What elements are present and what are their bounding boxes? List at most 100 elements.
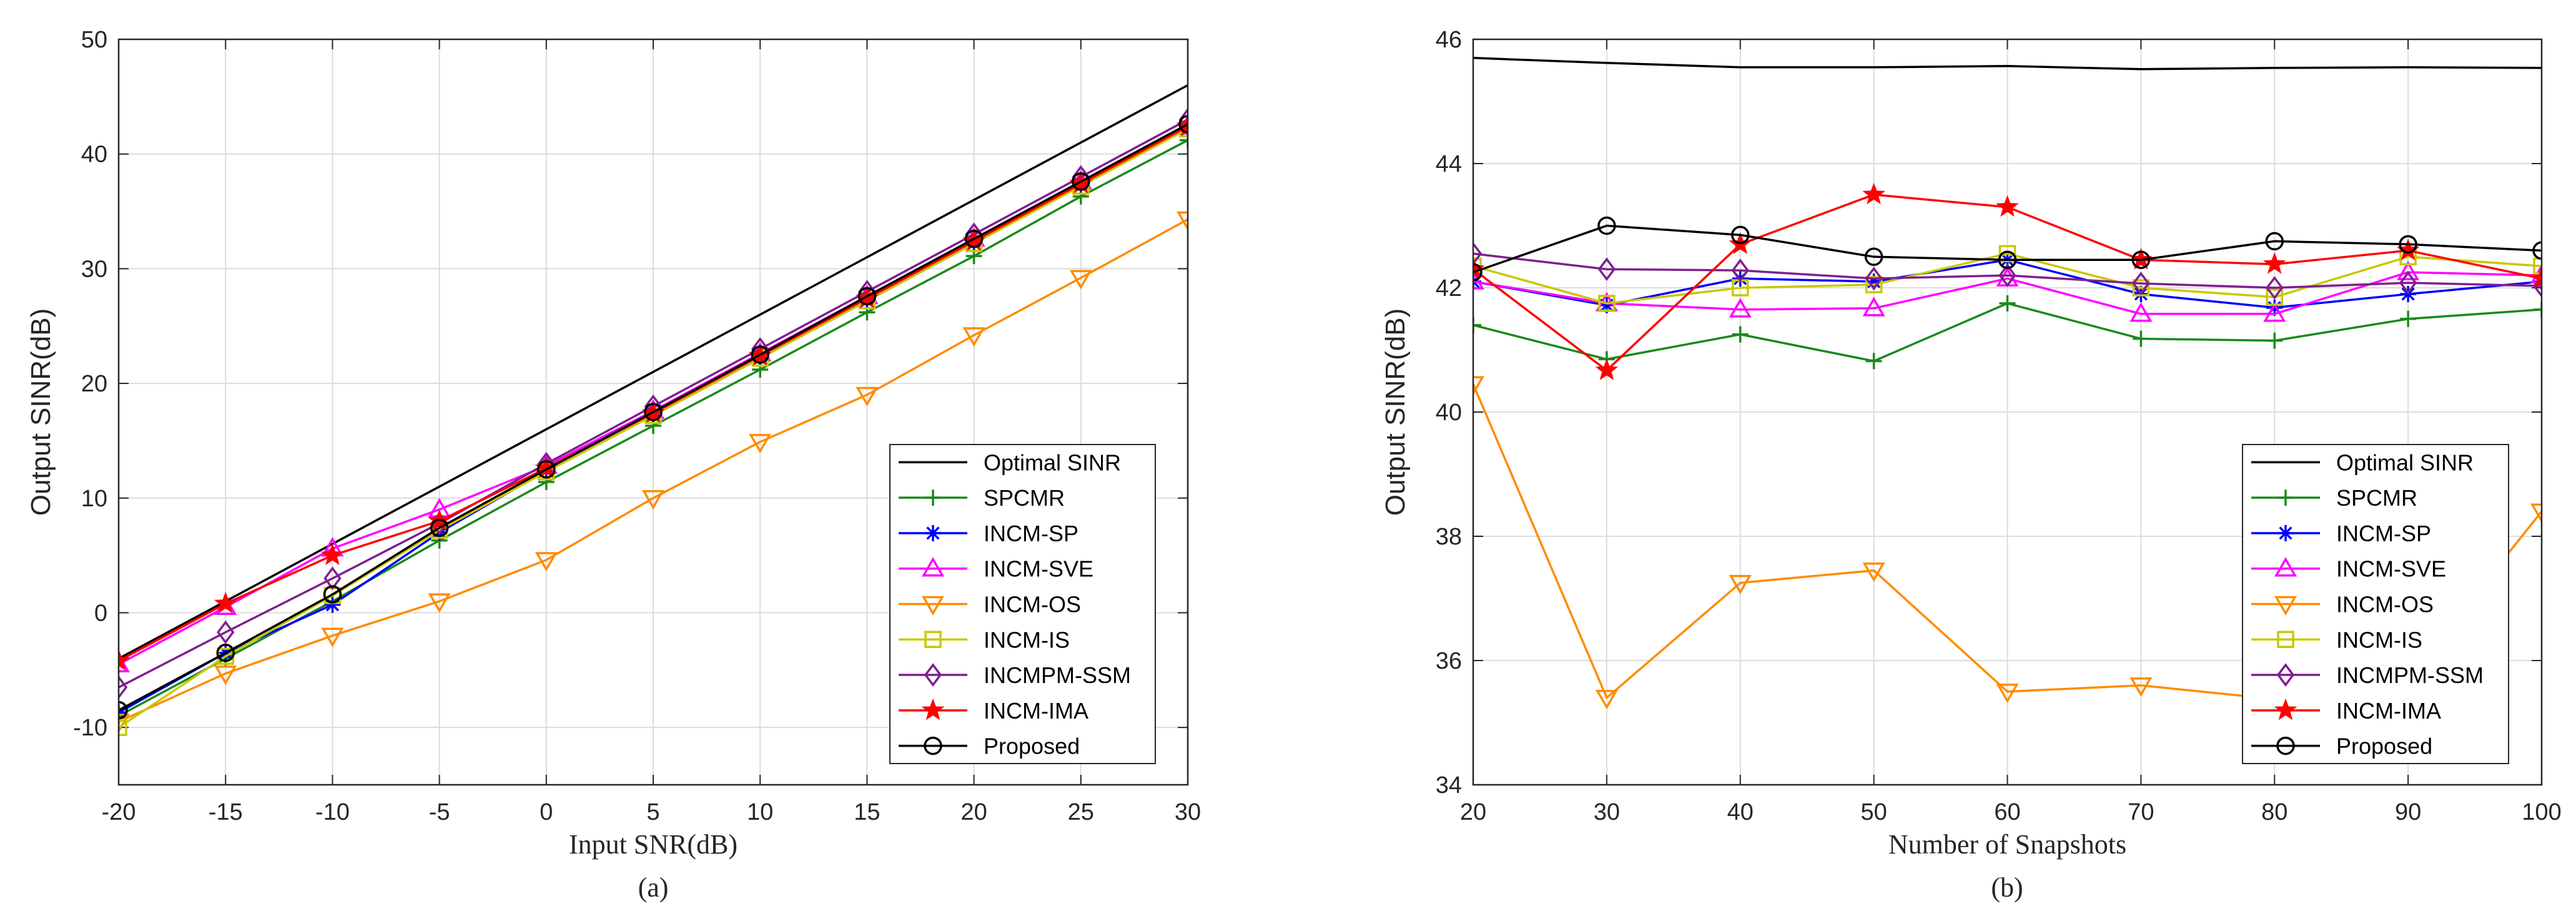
series-incm-os: [119, 211, 1188, 734]
data-point-spcmr: [1473, 317, 1481, 333]
y-tick-label: 0: [94, 600, 107, 626]
data-point-incm-os: [641, 490, 665, 510]
axes-box: [117, 38, 1189, 786]
data-point-incm-ima: [119, 649, 131, 671]
legend-item-spcmr: SPCMR: [899, 485, 1065, 511]
data-point-incm-is: [119, 719, 127, 736]
data-point-incmpm-ssm: [323, 566, 342, 591]
x-tick-label: -15: [209, 799, 243, 825]
legend-swatch-marker: [924, 631, 942, 649]
data-point-incm-sve: [1729, 298, 1752, 318]
data-point-incm-ima: [1996, 195, 2019, 217]
data-point-incm-is: [1598, 295, 1616, 312]
data-point-incm-ima: [2530, 266, 2542, 288]
data-point-incm-ima: [214, 591, 237, 614]
y-tick-label: 34: [1436, 772, 1462, 799]
y-axis-label: Output SINR(dB): [1380, 308, 1411, 516]
legend-swatch-marker: [924, 736, 942, 755]
data-point-incm-os: [749, 434, 772, 454]
legend-swatch-marker: [2274, 557, 2297, 577]
data-point-proposed: [119, 700, 128, 720]
x-tick-label: 25: [1068, 799, 1094, 825]
legend-swatch-marker: [2276, 663, 2295, 687]
data-point-spcmr: [2133, 330, 2149, 347]
x-tick-label: 15: [854, 799, 880, 825]
x-tick-label: 70: [2128, 799, 2154, 825]
data-point-incm-is: [2266, 288, 2283, 306]
legend-item-incmpm-ssm: INCMPM-SSM: [2251, 662, 2484, 688]
panel-label: (b): [1991, 872, 2023, 903]
x-tick-label: -20: [102, 799, 136, 825]
y-tick-label: 46: [1436, 27, 1462, 53]
data-point-proposed: [323, 585, 342, 604]
ticks: 20 30 40 50 60 70 80 90 100 34 36 38 40 42 44 46: [1436, 27, 2562, 825]
series-optimal-sinr: [1473, 57, 2542, 71]
legend-label: SPCMR: [984, 485, 1065, 511]
data-point-incm-os: [2129, 677, 2153, 697]
data-point-incmpm-ssm: [2266, 276, 2284, 300]
y-tick-label: 50: [81, 27, 107, 53]
data-point-incm-os: [1069, 270, 1092, 290]
data-point-proposed: [2131, 250, 2151, 269]
x-axis-label: Number of Snapshots: [1888, 829, 2126, 860]
data-point-incm-is: [1865, 276, 1883, 293]
panel-label: (a): [638, 872, 669, 903]
legend-item-incm-os: INCM-OS: [899, 592, 1081, 617]
data-point-spcmr: [2534, 301, 2542, 318]
x-tick-label: -5: [429, 799, 450, 825]
x-tick-label: -10: [315, 799, 350, 825]
data-point-incm-os: [214, 666, 237, 686]
data-point-proposed: [1473, 263, 1483, 282]
data-point-spcmr: [1999, 295, 2016, 312]
data-point-spcmr: [1865, 353, 1882, 370]
legend-item-optimal-sinr: Optimal SINR: [899, 450, 1121, 475]
data-point-proposed: [2265, 232, 2284, 251]
x-tick-label: 40: [1727, 799, 1754, 825]
x-tick-label: 0: [540, 799, 553, 825]
data-point-incmpm-ssm: [1865, 267, 1883, 290]
y-tick-label: 40: [81, 142, 107, 168]
data-point-incmpm-ssm: [1597, 257, 1616, 282]
legend: Optimal SINR SPCMR INCM-SP INCM-SVE INCM-OS I…: [2242, 444, 2509, 764]
legend-label: SPCMR: [2336, 485, 2417, 511]
legend-swatch-marker: [924, 663, 942, 687]
data-point-incm-os: [1996, 684, 2019, 704]
data-point-proposed: [1597, 216, 1616, 235]
data-point-incm-sp: [1865, 273, 1882, 290]
legend-swatch-marker: [921, 557, 945, 577]
x-tick-label: 60: [1994, 799, 2020, 825]
data-point-incm-os: [856, 386, 879, 406]
data-point-proposed: [964, 229, 984, 248]
x-tick-label: 30: [1175, 799, 1201, 825]
legend-swatch-marker: [2274, 596, 2297, 616]
series-line-incmpm-ssm: [1473, 252, 2542, 289]
data-point-incm-ima: [321, 543, 344, 566]
y-tick-label: 36: [1436, 648, 1462, 674]
data-point-proposed: [1178, 115, 1188, 134]
data-point-incm-sve: [1473, 270, 1485, 290]
legend-swatch-marker: [2274, 698, 2297, 720]
legend-label: INCM-SP: [984, 521, 1078, 546]
legend-label: Optimal SINR: [2336, 450, 2474, 475]
data-point-incm-is: [1998, 245, 2016, 263]
legend-label: INCMPM-SSM: [2336, 662, 2484, 688]
legend-label: Optimal SINR: [984, 450, 1121, 475]
y-axis-label: Output SINR(dB): [26, 308, 56, 516]
legend-swatch-marker: [921, 596, 945, 616]
y-tick-label: -10: [73, 715, 107, 741]
data-point-proposed: [1864, 247, 1883, 266]
data-point-incmpm-ssm: [537, 451, 555, 476]
data-point-incm-os: [1176, 211, 1188, 231]
legend-swatch-marker: [2277, 489, 2294, 506]
y-tick-label: 20: [81, 371, 107, 397]
legend-swatch-marker: [2276, 736, 2295, 755]
x-tick-label: 90: [2395, 799, 2421, 825]
data-point-proposed: [857, 287, 877, 306]
data-point-incm-os: [1729, 574, 1752, 595]
x-tick-label: 50: [1860, 799, 1887, 825]
legend-item-incm-sve: INCM-SVE: [2251, 556, 2446, 582]
series-line-proposed: [119, 123, 1188, 712]
x-axis-label: Input SNR(dB): [569, 829, 738, 860]
data-point-proposed: [2532, 241, 2542, 260]
data-point-incmpm-ssm: [2399, 271, 2417, 295]
